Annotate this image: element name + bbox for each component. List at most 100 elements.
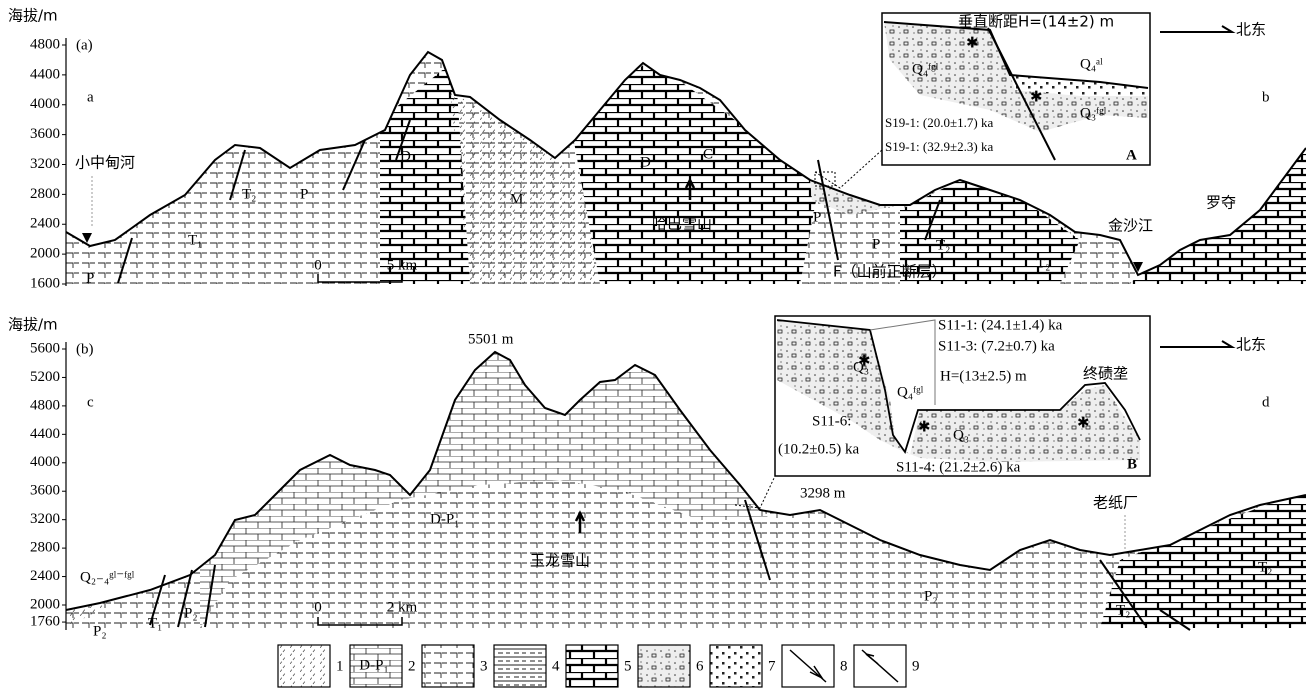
panel-label: (b) [76, 341, 94, 357]
unit-label: C [703, 146, 713, 162]
legend-label: 7 [768, 658, 776, 674]
y-tick-label: 1760 [30, 614, 60, 630]
legend-label: 5 [624, 658, 632, 674]
unit-label: T₁ [188, 232, 202, 248]
inset-label: (10.2±0.5) ka [778, 441, 859, 457]
legend-swatch [710, 645, 762, 687]
inset-label: 垂直断距H=(14±2) m [958, 13, 1114, 31]
direction-arrow [1160, 341, 1232, 347]
legend-swatch [638, 645, 690, 687]
svg-text:✱: ✱ [918, 419, 931, 435]
corner-label: c [87, 394, 94, 410]
legend-label: 1 [336, 658, 344, 674]
svg-text:✱: ✱ [1030, 89, 1043, 105]
inset-label: S11-4: (21.2±2.6) ka [896, 459, 1021, 475]
y-tick-label: 3600 [30, 126, 60, 142]
legend-label: 6 [696, 658, 704, 674]
direction-arrow [1160, 26, 1232, 32]
inset-label: Q₃ [853, 359, 869, 375]
y-tick-label: 5600 [30, 340, 60, 356]
y-tick-label: 2400 [30, 568, 60, 584]
unit-label: T₂ [1116, 602, 1130, 618]
unit-label: D [640, 154, 651, 170]
place-label: 罗夺 [1206, 194, 1236, 212]
legend-swatch [566, 645, 618, 687]
y-tick-label: 4000 [30, 96, 60, 112]
unit-label: D-P₁ [430, 511, 459, 527]
legend-swatch [278, 645, 330, 687]
unit-label: P [813, 209, 821, 225]
svg-text:✱: ✱ [966, 35, 979, 51]
inset-label: S19-1: (32.9±2.3) ka [885, 139, 993, 154]
legend-swatch [494, 645, 546, 687]
y-tick-label: 4000 [30, 454, 60, 470]
corner-label: d [1262, 394, 1270, 410]
legend-swatch [422, 645, 474, 687]
y-tick-label: 3200 [30, 156, 60, 172]
legend-label: 2 [408, 658, 416, 674]
scale-label: 0 [314, 599, 322, 615]
y-tick-label: 2000 [30, 246, 60, 262]
panel-label: (a) [76, 37, 93, 53]
y-tick-label: 3600 [30, 483, 60, 499]
inset-label: 终碛垄 [1083, 365, 1128, 383]
inset-label: S11-3: (7.2±0.7) ka [938, 338, 1055, 354]
legend-label: 9 [912, 658, 920, 674]
inset-label: Q₃ᶠᵍˡ [1080, 105, 1107, 121]
direction-label: 北东 [1236, 21, 1266, 39]
unit-label: P [300, 186, 308, 202]
unit-label: T₂ [936, 237, 950, 253]
inset-label: Q₄ᵃˡ [1080, 56, 1103, 72]
legend-label: 8 [840, 658, 848, 674]
y-tick-label: 4800 [30, 397, 60, 413]
y-tick-label: 4400 [30, 66, 60, 82]
inset-label: S11-1: (24.1±1.4) ka [938, 317, 1063, 333]
legend-label: 4 [552, 658, 560, 674]
unit-label: T₂ [242, 186, 256, 202]
y-tick-label: 3200 [30, 511, 60, 527]
svg-text:✱: ✱ [1077, 415, 1090, 431]
direction-label: 北东 [1236, 336, 1266, 354]
axis-title: 海拔/m [8, 7, 58, 25]
unit-label: P [86, 270, 94, 286]
inset-label: Q₄ᶠᵍˡ [912, 61, 939, 77]
place-label: 小中甸河 [75, 154, 135, 172]
unit-label: P₂ [924, 588, 938, 604]
unit-label: P₂ [93, 623, 107, 639]
fault-label: F（山前正断层） [833, 263, 947, 281]
inset-label: Q₃ [953, 427, 969, 443]
corner-label: a [87, 89, 94, 105]
inset-leader [815, 150, 882, 188]
place-label: 金沙江 [1108, 217, 1153, 235]
axis-title: 海拔/m [8, 316, 58, 334]
unit-label: M [510, 191, 523, 207]
place-label: 玉龙雪山 [530, 552, 590, 570]
y-tick-label: 1600 [30, 275, 60, 291]
inset-label: S19-1: (20.0±1.7) ka [885, 115, 993, 130]
unit-label: P [872, 236, 880, 252]
y-tick-label: 2000 [30, 596, 60, 612]
y-tick-label: 2800 [30, 186, 60, 202]
inset-label: Q₄ᶠᵍˡ [897, 384, 924, 400]
inset-label: H=(13±2.5) m [940, 368, 1027, 384]
legend-label: 3 [480, 658, 488, 674]
unit-label: P₂ [184, 605, 198, 621]
scale-label: 0 [314, 257, 322, 273]
elevation-label: 5501 m [468, 331, 514, 347]
unit-label: D [400, 148, 411, 164]
y-tick-label: 2400 [30, 216, 60, 232]
legend-box-text: D-P₁ [359, 657, 388, 673]
scale-label: 5 km [387, 257, 418, 273]
y-ticks-b: 5600 5200 4800 4400 4000 3600 3200 2800 2400 2000… [30, 340, 66, 629]
y-tick-label: 2800 [30, 540, 60, 556]
corner-label: b [1262, 89, 1270, 105]
y-ticks-a: 4800 4400 4000 3600 3200 2800 2400 2000 1600 [30, 36, 66, 291]
unit-label: T₂ [1258, 559, 1272, 575]
unit-label: T₂ [1036, 255, 1050, 271]
y-tick-label: 5200 [30, 369, 60, 385]
elevation-label: 3298 m [800, 485, 846, 501]
y-tick-label: 4400 [30, 426, 60, 442]
unit-label: Q₂₋₄ᵍˡ⁻ᶠᵍˡ [80, 569, 135, 585]
y-tick-label: 4800 [30, 36, 60, 52]
inset-id: A [1126, 147, 1137, 163]
